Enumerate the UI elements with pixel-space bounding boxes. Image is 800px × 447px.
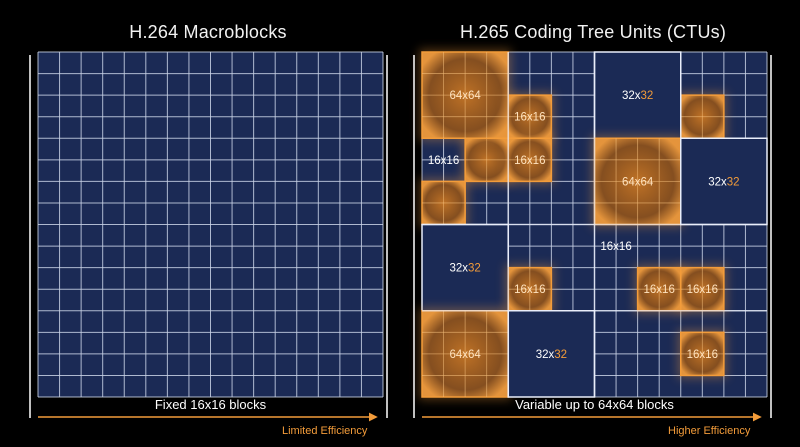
block-label: 16x16 [428, 155, 459, 167]
block-label: 32x32 [449, 263, 480, 275]
block-label: 32x32 [622, 90, 653, 102]
block-label: 16x16 [687, 284, 718, 296]
block-label: 64x64 [449, 90, 481, 102]
block-label: 16x16 [687, 349, 718, 361]
left-caption: Fixed 16x16 blocks [154, 397, 267, 412]
block-label: 64x64 [449, 349, 481, 361]
block-label: 32x32 [708, 176, 739, 188]
right-caption: Variable up to 64x64 blocks [515, 397, 674, 412]
block-label: 16x16 [644, 284, 675, 296]
left-efficiency-label: Limited Efficiency [282, 425, 368, 437]
right-panel-title: H.265 Coding Tree Units (CTUs) [459, 22, 727, 42]
right-efficiency-label: Higher Efficiency [668, 425, 751, 437]
ctu-block-highlights: 64x64 32x32 16x16 16x16 16x16 64x64 32x32 16x16… [419, 49, 768, 400]
h264-macroblock-grid [37, 51, 384, 398]
left-panel-title: H.264 Macroblocks [129, 22, 287, 42]
block-label: 16x16 [514, 112, 545, 124]
panel-frames [29, 55, 772, 422]
blk-32-d-box [507, 310, 596, 398]
block-label: 32x32 [536, 349, 567, 361]
block-label: 16x16 [600, 241, 631, 253]
block-label: 16x16 [514, 284, 545, 296]
block-label: 16x16 [514, 155, 545, 167]
block-label: 64x64 [622, 176, 654, 188]
